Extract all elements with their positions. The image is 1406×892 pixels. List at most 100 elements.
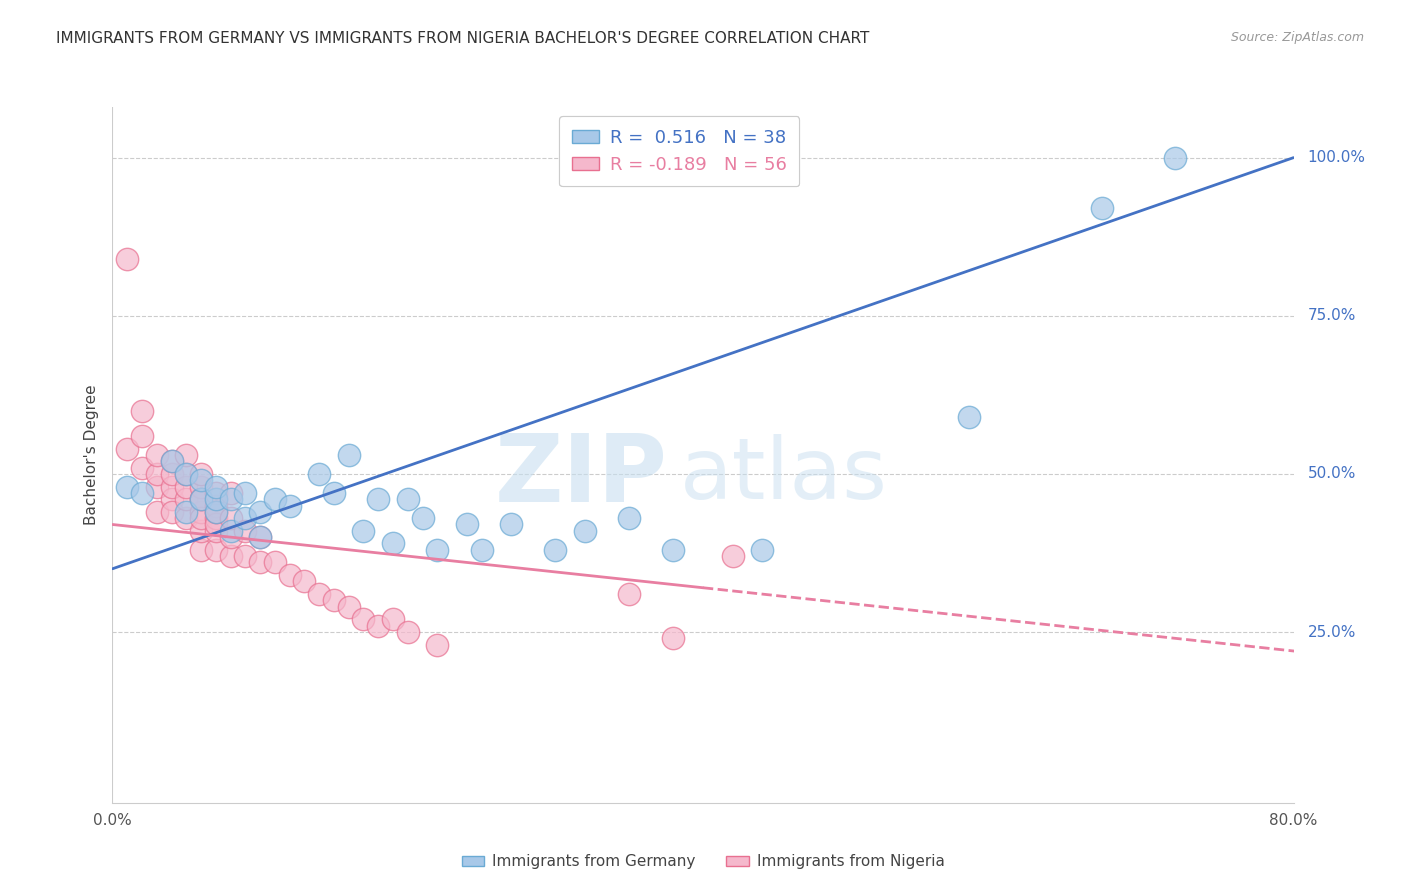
Point [146, 448, 169, 462]
Point [190, 473, 212, 487]
Point [367, 492, 389, 507]
Y-axis label: Bachelor's Degree: Bachelor's Degree [83, 384, 98, 525]
Point [426, 542, 449, 557]
Point [131, 460, 153, 475]
Point [205, 505, 228, 519]
Point [751, 542, 773, 557]
Point [174, 448, 197, 462]
Point [174, 505, 197, 519]
Point [174, 492, 197, 507]
Point [160, 479, 183, 493]
Point [721, 549, 744, 563]
Point [456, 517, 478, 532]
Legend: Immigrants from Germany, Immigrants from Nigeria: Immigrants from Germany, Immigrants from… [456, 848, 950, 875]
Point [205, 511, 228, 525]
Text: Source: ZipAtlas.com: Source: ZipAtlas.com [1230, 31, 1364, 45]
Point [205, 499, 228, 513]
Point [426, 638, 449, 652]
Point [396, 625, 419, 640]
Point [1091, 201, 1114, 215]
Text: 50.0%: 50.0% [1308, 467, 1355, 482]
Text: atlas: atlas [679, 434, 887, 517]
Point [160, 454, 183, 468]
Point [1164, 151, 1187, 165]
Point [308, 587, 330, 601]
Point [146, 479, 169, 493]
Point [219, 524, 242, 538]
Point [662, 542, 685, 557]
Point [190, 505, 212, 519]
Point [131, 486, 153, 500]
Point [205, 486, 228, 500]
Point [219, 549, 242, 563]
Point [190, 511, 212, 525]
Point [264, 556, 287, 570]
Point [249, 530, 271, 544]
Point [396, 492, 419, 507]
Text: ZIP: ZIP [495, 430, 668, 522]
Point [619, 587, 641, 601]
Point [117, 252, 138, 266]
Point [190, 479, 212, 493]
Point [205, 524, 228, 538]
Point [190, 542, 212, 557]
Point [249, 556, 271, 570]
Point [190, 524, 212, 538]
Point [264, 492, 287, 507]
Point [190, 467, 212, 481]
Legend: R =  0.516   N = 38, R = -0.189   N = 56: R = 0.516 N = 38, R = -0.189 N = 56 [560, 116, 800, 186]
Point [544, 542, 567, 557]
Point [233, 549, 256, 563]
Point [160, 467, 183, 481]
Point [957, 409, 980, 424]
Point [190, 492, 212, 507]
Point [205, 479, 228, 493]
Point [411, 511, 433, 525]
Point [174, 467, 197, 481]
Point [219, 511, 242, 525]
Point [337, 599, 360, 614]
Text: 100.0%: 100.0% [1308, 150, 1365, 165]
Point [574, 524, 596, 538]
Point [233, 524, 256, 538]
Point [117, 442, 138, 456]
Point [117, 479, 138, 493]
Point [233, 486, 256, 500]
Point [205, 492, 228, 507]
Point [205, 542, 228, 557]
Point [160, 505, 183, 519]
Point [174, 511, 197, 525]
Point [323, 486, 346, 500]
Point [146, 505, 169, 519]
Text: IMMIGRANTS FROM GERMANY VS IMMIGRANTS FROM NIGERIA BACHELOR'S DEGREE CORRELATION: IMMIGRANTS FROM GERMANY VS IMMIGRANTS FR… [56, 31, 870, 46]
Point [205, 517, 228, 532]
Point [382, 612, 405, 626]
Point [190, 492, 212, 507]
Point [190, 492, 212, 507]
Point [233, 511, 256, 525]
Point [352, 612, 374, 626]
Point [131, 403, 153, 417]
Point [249, 530, 271, 544]
Point [619, 511, 641, 525]
Text: 25.0%: 25.0% [1308, 624, 1355, 640]
Point [352, 524, 374, 538]
Point [367, 618, 389, 632]
Point [219, 486, 242, 500]
Point [174, 479, 197, 493]
Point [219, 492, 242, 507]
Text: 75.0%: 75.0% [1308, 309, 1355, 323]
Point [308, 467, 330, 481]
Point [146, 467, 169, 481]
Point [205, 505, 228, 519]
Point [323, 593, 346, 607]
Point [382, 536, 405, 550]
Point [219, 530, 242, 544]
Point [174, 467, 197, 481]
Point [160, 454, 183, 468]
Point [278, 499, 301, 513]
Point [160, 492, 183, 507]
Point [470, 542, 494, 557]
Point [278, 568, 301, 582]
Point [501, 517, 523, 532]
